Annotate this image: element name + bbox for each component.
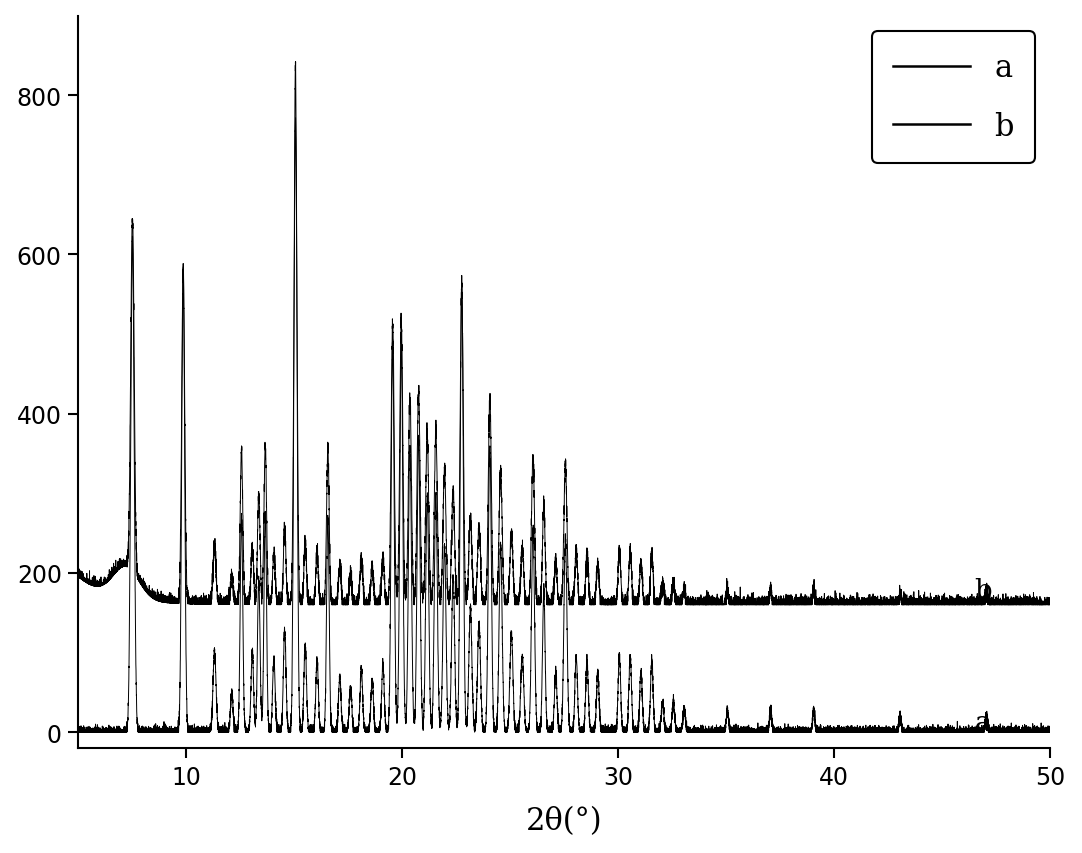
Text: b: b: [975, 577, 992, 604]
X-axis label: 2θ(°): 2θ(°): [526, 805, 603, 836]
Text: a: a: [975, 709, 991, 736]
Legend: a, b: a, b: [872, 32, 1034, 164]
